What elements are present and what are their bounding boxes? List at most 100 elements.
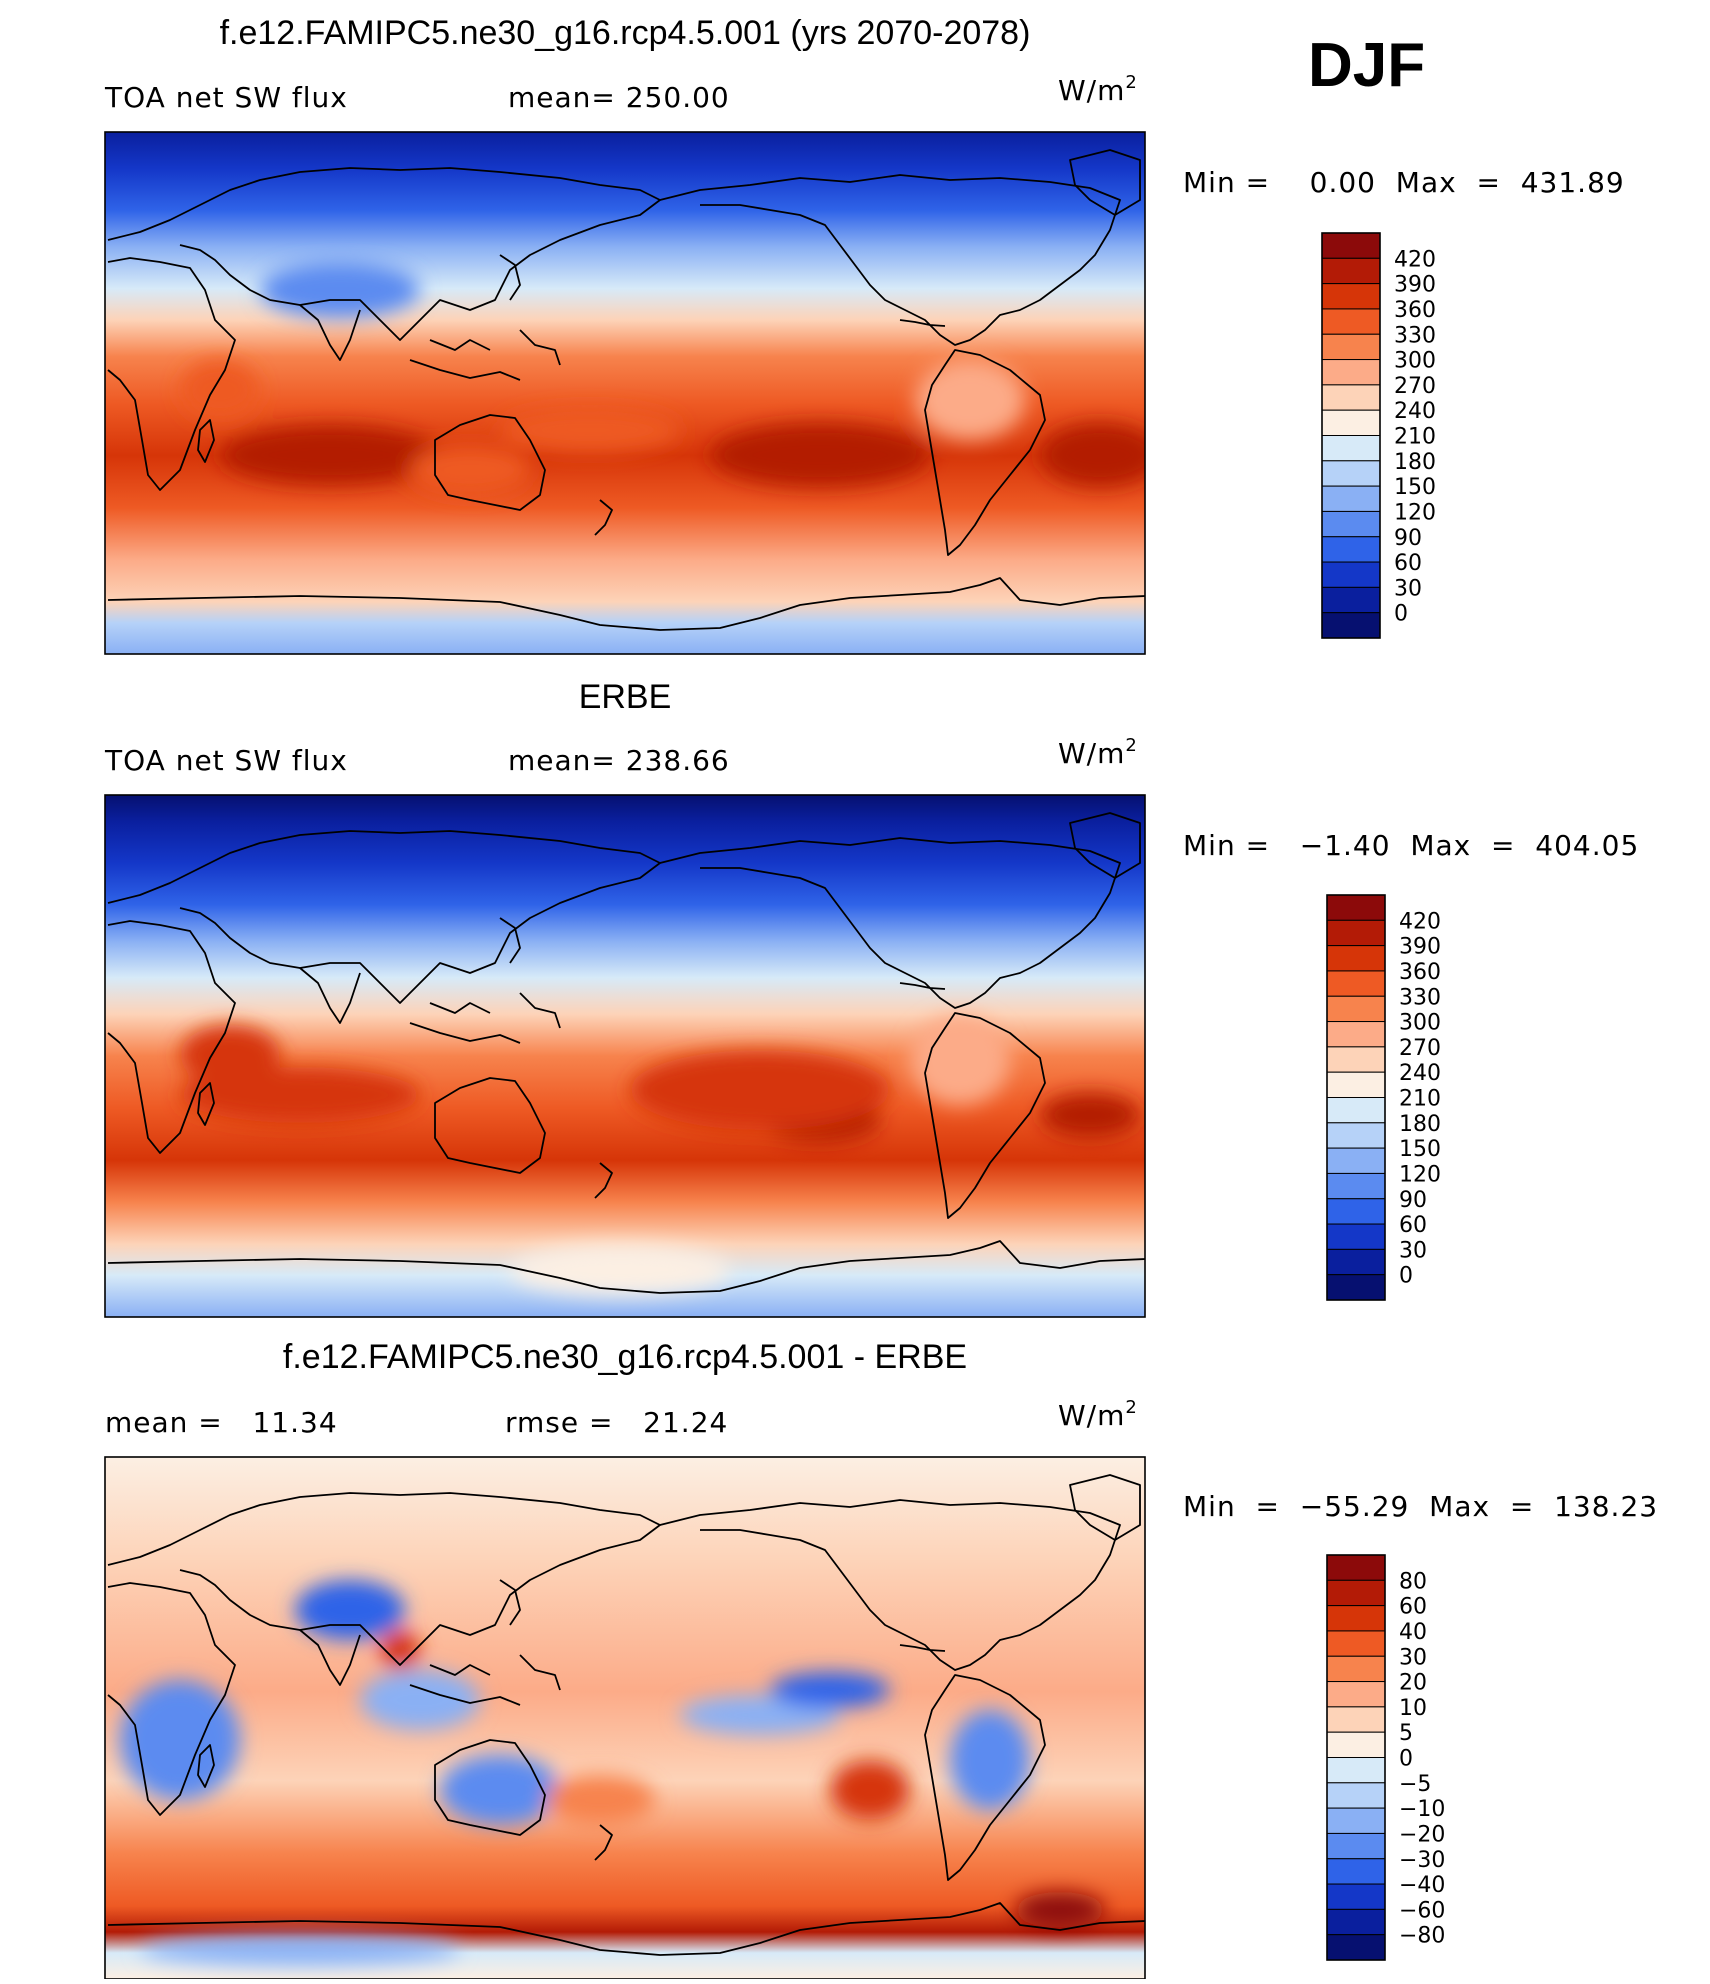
- colorbar-tick-label: 240: [1399, 1061, 1441, 1086]
- colorbar-swatch: [1326, 1147, 1386, 1174]
- colorbar-swatch: [1321, 409, 1381, 436]
- colorbar-tick-label: 40: [1399, 1620, 1427, 1645]
- colorbar-tick-label: 390: [1394, 273, 1436, 298]
- colorbar-tick-label: 270: [1394, 374, 1436, 399]
- colorbar-swatch: [1326, 1630, 1386, 1657]
- colorbar-swatch: [1321, 586, 1381, 614]
- colorbar-tick-label: 270: [1399, 1036, 1441, 1061]
- colorbar-swatch: [1321, 561, 1381, 588]
- colorbar-swatch: [1326, 1172, 1386, 1200]
- colorbar-tick-label: 360: [1394, 298, 1436, 323]
- colorbar-swatch: [1326, 1731, 1386, 1758]
- colorbar-swatch: [1326, 1198, 1386, 1225]
- colorbar-swatch: [1326, 1706, 1386, 1733]
- colorbar-swatch: [1326, 1832, 1386, 1860]
- panel-3-min-max: Min = −55.29 Max = 138.23: [1183, 1490, 1658, 1523]
- colorbar-swatch: [1321, 384, 1381, 411]
- panel-2-title: ERBE: [579, 678, 672, 716]
- panel-1-field-features: [180, 262, 1145, 495]
- colorbar-tick-label: 120: [1399, 1162, 1441, 1187]
- colorbar-swatch: [1326, 919, 1386, 947]
- colorbar-tick-label: 210: [1394, 425, 1436, 450]
- colorbar-tick-label: 360: [1399, 960, 1441, 985]
- panel-1-variable-label: TOA net SW flux: [104, 81, 348, 114]
- panel-1-units-label: W/m2: [1058, 72, 1138, 107]
- colorbar-swatch: [1326, 1122, 1386, 1149]
- colorbar-tick-label: 330: [1399, 985, 1441, 1010]
- colorbar-swatch: [1326, 1757, 1386, 1784]
- colorbar-tick-label: 60: [1399, 1595, 1427, 1620]
- colorbar-tick-label: 80: [1399, 1569, 1427, 1594]
- panel-1-min-max: Min = 0.00 Max = 431.89: [1183, 166, 1625, 199]
- panel-2-field-features: [180, 1015, 1140, 1295]
- panel-2-mean-label: mean= 238.66: [508, 744, 730, 777]
- panel-3-mean-label: mean = 11.34: [105, 1406, 338, 1439]
- colorbar-tick-label: 210: [1399, 1087, 1441, 1112]
- colorbar-swatch: [1326, 894, 1386, 921]
- colorbar-tick-label: −60: [1399, 1898, 1445, 1923]
- panel-1-mean-label: mean= 250.00: [508, 81, 730, 114]
- colorbar-tick-label: 300: [1394, 349, 1436, 374]
- colorbar-swatch: [1321, 308, 1381, 335]
- panel-3-rmse-label: rmse = 21.24: [505, 1406, 728, 1439]
- colorbar-swatch: [1321, 485, 1381, 512]
- colorbar-tick-label: −80: [1399, 1924, 1445, 1949]
- colorbar-frame: [1321, 232, 1381, 639]
- colorbar-tick-label: 300: [1399, 1011, 1441, 1036]
- panel-2-variable-label: TOA net SW flux: [104, 744, 348, 777]
- panel-1-frame: [104, 131, 1146, 655]
- colorbar-tick-label: −10: [1399, 1797, 1445, 1822]
- colorbar-tick-label: 150: [1399, 1137, 1441, 1162]
- colorbar-swatch: [1321, 232, 1381, 259]
- colorbar-swatch: [1321, 359, 1381, 386]
- colorbar-swatch: [1321, 460, 1381, 487]
- colorbar-tick-label: 30: [1399, 1645, 1427, 1670]
- colorbar-swatch: [1326, 1579, 1386, 1607]
- colorbar-swatch: [1326, 1807, 1386, 1834]
- colorbar-tick-label: 90: [1399, 1188, 1427, 1213]
- colorbar-tick-label: 30: [1399, 1238, 1427, 1263]
- colorbar-swatch: [1326, 1883, 1386, 1910]
- colorbar-swatch: [1326, 1248, 1386, 1276]
- colorbar-tick-label: 30: [1394, 576, 1422, 601]
- colorbar-swatch: [1326, 1021, 1386, 1048]
- colorbar-tick-label: 5: [1399, 1721, 1413, 1746]
- colorbar-swatch: [1321, 257, 1381, 285]
- panel-2-units-label: W/m2: [1058, 735, 1138, 770]
- panel-3-title: f.e12.FAMIPC5.ne30_g16.rcp4.5.001 - ERBE: [283, 1338, 967, 1376]
- colorbar-swatch: [1326, 1554, 1386, 1581]
- colorbar-swatch: [1326, 1858, 1386, 1885]
- colorbar-frame: [1326, 894, 1386, 1301]
- colorbar-tick-label: −30: [1399, 1848, 1445, 1873]
- colorbar-tick-label: 0: [1399, 1747, 1413, 1772]
- colorbar-tick-label: −20: [1399, 1822, 1445, 1847]
- colorbar-swatch: [1321, 612, 1381, 639]
- panel-1-title: f.e12.FAMIPC5.ne30_g16.rcp4.5.001 (yrs 2…: [220, 14, 1031, 52]
- panel-2-min-max: Min = −1.40 Max = 404.05: [1183, 829, 1639, 862]
- colorbar-tick-label: 180: [1394, 450, 1436, 475]
- colorbar-swatch: [1326, 1046, 1386, 1073]
- colorbar-frame: [1326, 1554, 1386, 1961]
- panel-3-field-features: [120, 1580, 1105, 1965]
- colorbar-swatch: [1326, 1782, 1386, 1809]
- panel-3-map: [105, 1457, 1145, 1979]
- colorbar-swatch: [1326, 1681, 1386, 1708]
- colorbar-swatch: [1321, 536, 1381, 563]
- colorbar-swatch: [1326, 1274, 1386, 1301]
- colorbar-tick-label: 90: [1394, 526, 1422, 551]
- colorbar-swatch: [1326, 1223, 1386, 1250]
- colorbar-tick-label: −5: [1399, 1772, 1431, 1797]
- colorbar-swatch: [1326, 945, 1386, 972]
- colorbar-swatch: [1326, 970, 1386, 997]
- colorbar-swatch: [1326, 1605, 1386, 1632]
- colorbar-swatch: [1326, 1097, 1386, 1124]
- colorbar-swatch: [1326, 1934, 1386, 1961]
- panel-observations: ERBE TOA net SW flux mean= 238.66 W/m2 M: [104, 678, 1639, 1318]
- colorbar-swatch: [1321, 510, 1381, 538]
- panel-1-map: [105, 132, 1145, 654]
- colorbar-tick-label: 10: [1399, 1696, 1427, 1721]
- panel-model-climatology: f.e12.FAMIPC5.ne30_g16.rcp4.5.001 (yrs 2…: [104, 14, 1625, 655]
- colorbar-tick-label: 150: [1394, 475, 1436, 500]
